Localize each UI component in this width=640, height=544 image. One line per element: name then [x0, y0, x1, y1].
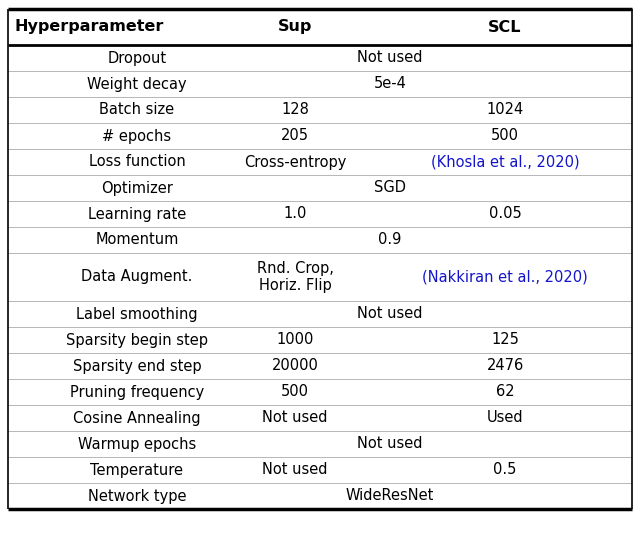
Text: SCL: SCL [488, 20, 522, 34]
Text: 20000: 20000 [271, 358, 319, 374]
Text: Data Augment.: Data Augment. [81, 269, 193, 285]
Text: WideResNet: WideResNet [346, 489, 434, 504]
Text: Not used: Not used [262, 462, 328, 478]
Text: Hyperparameter: Hyperparameter [14, 20, 163, 34]
Text: Warmup epochs: Warmup epochs [78, 436, 196, 452]
Text: 1000: 1000 [276, 332, 314, 348]
Text: 500: 500 [491, 128, 519, 144]
Text: (Nakkiran et al., 2020): (Nakkiran et al., 2020) [422, 269, 588, 285]
Text: # epochs: # epochs [102, 128, 172, 144]
Text: 0.05: 0.05 [488, 207, 522, 221]
Text: 205: 205 [281, 128, 309, 144]
Text: Label smoothing: Label smoothing [76, 306, 198, 322]
Text: Weight decay: Weight decay [87, 77, 187, 91]
Text: 125: 125 [491, 332, 519, 348]
Text: Dropout: Dropout [108, 51, 166, 65]
Text: Not used: Not used [262, 411, 328, 425]
Text: (Khosla et al., 2020): (Khosla et al., 2020) [431, 154, 579, 170]
Text: SGD: SGD [374, 181, 406, 195]
Text: Network type: Network type [88, 489, 186, 504]
Text: 500: 500 [281, 385, 309, 399]
Text: 1024: 1024 [486, 102, 524, 118]
Text: Not used: Not used [357, 436, 423, 452]
Text: Sparsity end step: Sparsity end step [73, 358, 202, 374]
Text: Not used: Not used [357, 306, 423, 322]
Text: Cross-entropy: Cross-entropy [244, 154, 346, 170]
Text: 1.0: 1.0 [284, 207, 307, 221]
Text: 2476: 2476 [486, 358, 524, 374]
Text: Learning rate: Learning rate [88, 207, 186, 221]
Text: 0.9: 0.9 [378, 232, 402, 248]
Text: Sup: Sup [278, 20, 312, 34]
Text: Used: Used [486, 411, 524, 425]
Text: Pruning frequency: Pruning frequency [70, 385, 204, 399]
Text: 62: 62 [496, 385, 515, 399]
Text: Sparsity begin step: Sparsity begin step [66, 332, 208, 348]
Text: 0.5: 0.5 [493, 462, 516, 478]
Text: 5e-4: 5e-4 [374, 77, 406, 91]
Text: Cosine Annealing: Cosine Annealing [73, 411, 201, 425]
Text: Batch size: Batch size [99, 102, 175, 118]
Text: Not used: Not used [357, 51, 423, 65]
Text: Loss function: Loss function [88, 154, 186, 170]
Text: Optimizer: Optimizer [101, 181, 173, 195]
Text: Rnd. Crop,
Horiz. Flip: Rnd. Crop, Horiz. Flip [257, 261, 333, 293]
Text: Momentum: Momentum [95, 232, 179, 248]
Text: 128: 128 [281, 102, 309, 118]
Text: Temperature: Temperature [90, 462, 184, 478]
